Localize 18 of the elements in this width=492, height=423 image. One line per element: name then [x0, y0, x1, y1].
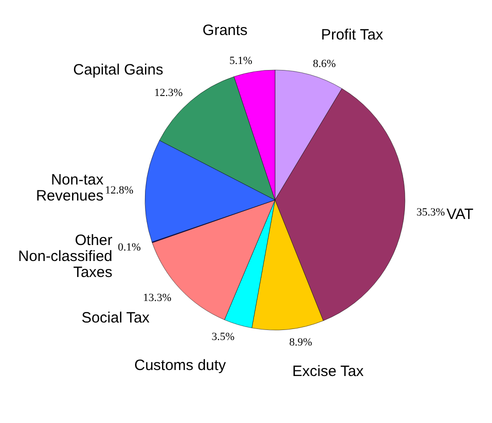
slice-label: Profit Tax [320, 26, 384, 44]
data-label: 13.3% [142, 292, 172, 304]
slice-label: Grants [202, 22, 248, 40]
data-label: 8.6% [312, 58, 336, 70]
slice-label: VAT [446, 206, 474, 223]
slice-label: Non-tax Revenues [36, 171, 104, 204]
data-label: 3.5% [212, 331, 234, 344]
slice-label: Customs duty [134, 356, 226, 374]
data-label: 35.3% [416, 206, 445, 218]
data-label: 0.1% [118, 241, 141, 254]
slice-label: Other Non-classified Taxes [18, 232, 112, 282]
slice-label: Excise Tax [292, 363, 364, 380]
data-label: 12.3% [154, 87, 183, 100]
data-label: 5.1% [229, 54, 252, 67]
slice-label: Social Tax [81, 310, 150, 327]
data-label: 8.9% [289, 336, 312, 348]
data-label: 12.8% [104, 184, 134, 197]
slice-label: Capital Gains [73, 61, 164, 78]
